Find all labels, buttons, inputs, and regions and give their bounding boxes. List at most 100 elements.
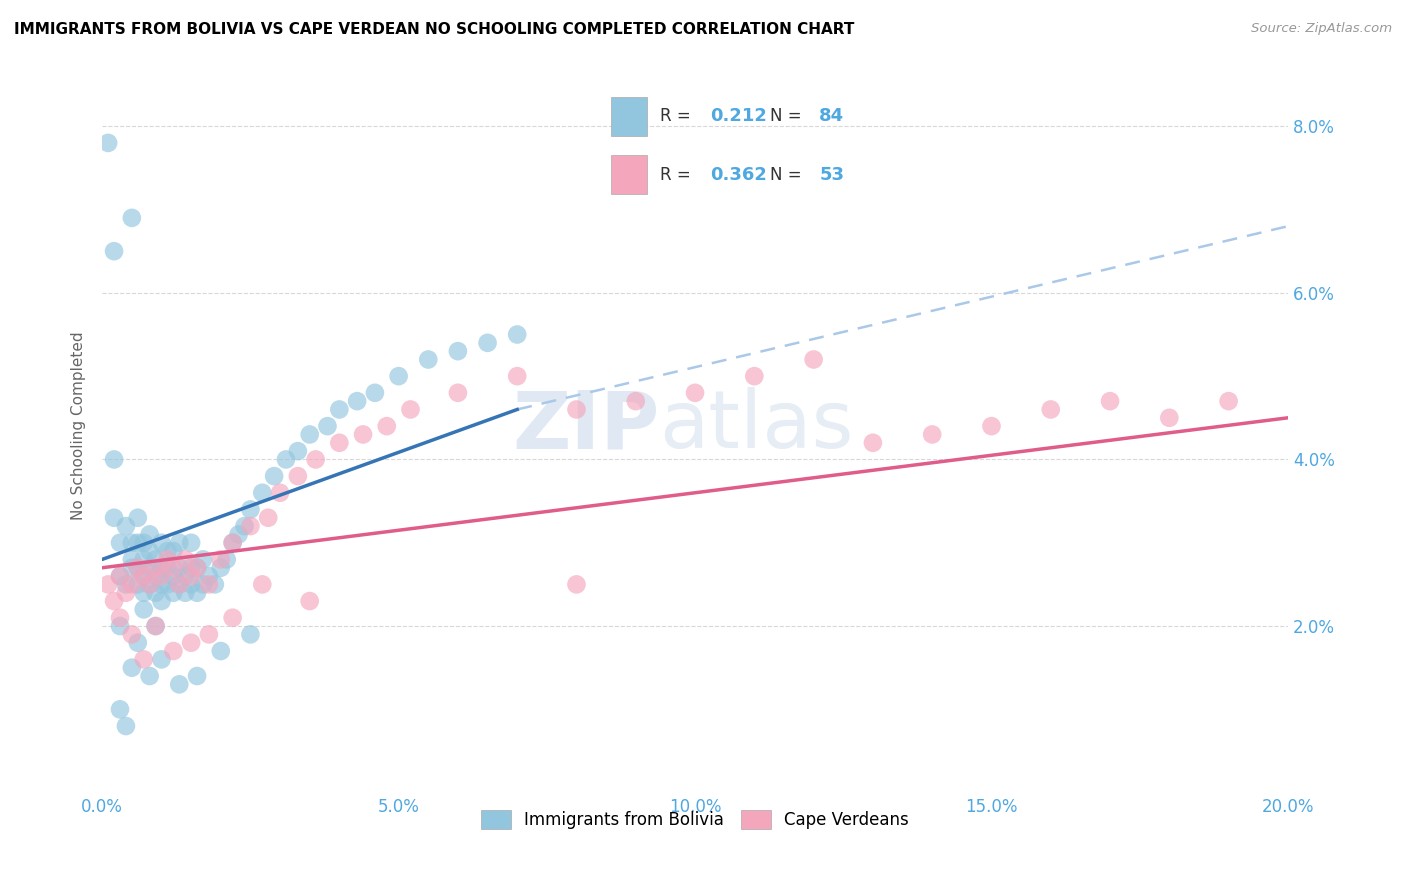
Point [169, 535, 191, 549]
Point [375, 419, 398, 434]
Point [169, 577, 191, 591]
Point [744, 369, 766, 384]
Point [121, 560, 143, 574]
Point [233, 519, 256, 533]
Point [145, 585, 167, 599]
Point [162, 569, 184, 583]
Point [127, 636, 149, 650]
Point [138, 544, 160, 558]
Point [145, 619, 167, 633]
Point [980, 419, 1002, 434]
Point [127, 560, 149, 574]
Point [364, 385, 387, 400]
Point [204, 577, 226, 591]
Point [108, 702, 131, 716]
Point [103, 510, 125, 524]
Point [221, 611, 243, 625]
Point [328, 435, 350, 450]
Point [180, 636, 202, 650]
Point [683, 385, 706, 400]
Point [150, 535, 173, 549]
Point [145, 552, 167, 566]
Point [121, 552, 143, 566]
Y-axis label: No Schooling Completed: No Schooling Completed [72, 332, 86, 520]
Point [121, 535, 143, 549]
Point [103, 452, 125, 467]
Text: atlas: atlas [659, 387, 853, 465]
Point [198, 577, 221, 591]
Point [108, 569, 131, 583]
Legend: Immigrants from Bolivia, Cape Verdeans: Immigrants from Bolivia, Cape Verdeans [474, 803, 915, 836]
Point [506, 327, 529, 342]
Point [316, 419, 339, 434]
Point [97, 136, 120, 150]
Point [186, 669, 208, 683]
Point [269, 485, 291, 500]
Point [162, 644, 184, 658]
Point [115, 585, 138, 599]
Point [191, 577, 214, 591]
Point [108, 619, 131, 633]
Point [162, 585, 184, 599]
Point [215, 552, 238, 566]
Point [174, 569, 197, 583]
Point [162, 544, 184, 558]
Point [138, 577, 160, 591]
Point [186, 560, 208, 574]
Point [180, 577, 202, 591]
Point [97, 577, 120, 591]
Point [921, 427, 943, 442]
Point [156, 560, 179, 574]
Point [198, 569, 221, 583]
Point [191, 552, 214, 566]
Point [121, 577, 143, 591]
Point [209, 644, 232, 658]
Point [180, 560, 202, 574]
Point [132, 652, 155, 666]
Point [447, 344, 470, 359]
Point [198, 627, 221, 641]
Point [127, 560, 149, 574]
Point [150, 594, 173, 608]
Point [121, 211, 143, 225]
Point [209, 560, 232, 574]
Point [132, 602, 155, 616]
Point [298, 594, 321, 608]
Point [1099, 394, 1122, 409]
Point [346, 394, 368, 409]
Point [186, 585, 208, 599]
Point [352, 427, 374, 442]
Point [1218, 394, 1240, 409]
Text: Source: ZipAtlas.com: Source: ZipAtlas.com [1251, 22, 1392, 36]
Point [132, 585, 155, 599]
Point [287, 469, 309, 483]
Point [257, 510, 280, 524]
Point [180, 535, 202, 549]
Point [239, 519, 262, 533]
Point [624, 394, 647, 409]
Point [565, 402, 588, 417]
Point [121, 627, 143, 641]
Point [127, 535, 149, 549]
Point [156, 544, 179, 558]
Text: IMMIGRANTS FROM BOLIVIA VS CAPE VERDEAN NO SCHOOLING COMPLETED CORRELATION CHART: IMMIGRANTS FROM BOLIVIA VS CAPE VERDEAN … [14, 22, 855, 37]
Point [132, 535, 155, 549]
Point [228, 527, 250, 541]
Point [209, 552, 232, 566]
Point [304, 452, 326, 467]
Point [447, 385, 470, 400]
Point [103, 244, 125, 259]
Point [127, 577, 149, 591]
Point [328, 402, 350, 417]
Point [138, 560, 160, 574]
Point [399, 402, 422, 417]
Point [477, 335, 499, 350]
Point [127, 510, 149, 524]
Point [221, 535, 243, 549]
Point [103, 594, 125, 608]
Point [252, 485, 274, 500]
Point [239, 502, 262, 516]
Point [169, 677, 191, 691]
Point [418, 352, 440, 367]
Point [1159, 410, 1181, 425]
